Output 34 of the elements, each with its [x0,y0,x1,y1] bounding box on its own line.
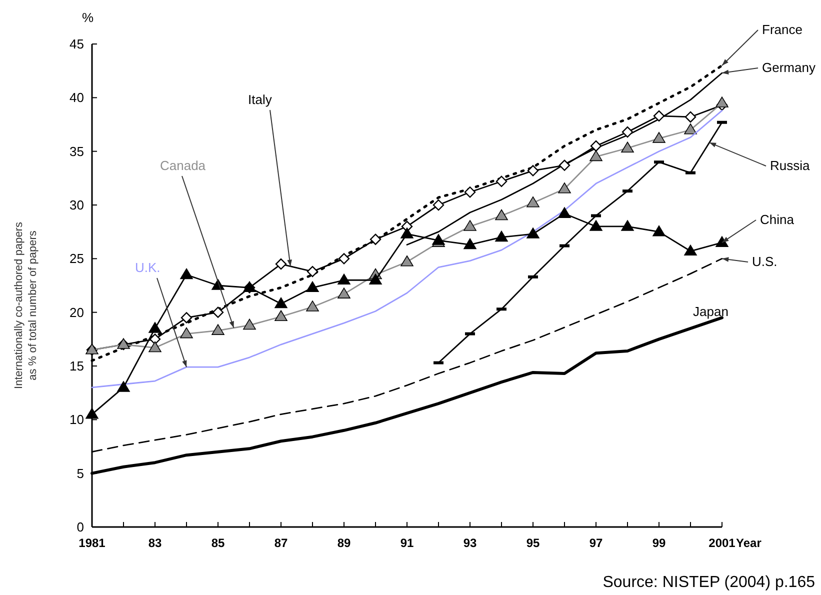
text: Russia [770,158,811,173]
x-tick-label: 97 [589,536,603,550]
x-tick-label: 85 [211,536,225,550]
source-note: Source: NISTEP (2004) p.165 [602,574,816,591]
y-tick-label: 40 [70,90,84,106]
y-axis-title: Internationally co-authored papers as % of total number of papers [13,222,39,389]
series-label: Japan [693,304,728,319]
x-tick-label: 99 [652,536,666,550]
text: U.S. [752,254,778,269]
x-tick-label: 95 [526,536,540,550]
x-tick-label: 2001 [708,536,736,550]
y-tick-label: 25 [70,251,84,266]
y-tick-label: 30 [70,198,84,213]
text: U.K. [135,260,160,275]
text: China [760,212,795,227]
x-tick-label: 83 [148,536,162,550]
text: Germany [762,60,816,75]
y-tick-label: 35 [70,144,84,159]
text: % [82,10,94,25]
x-tick-label: 89 [337,536,351,550]
y-tick-label: 10 [70,412,84,428]
x-tick-label: 93 [463,536,477,550]
x-axis-title: Year [736,536,762,550]
y-tick-label: 15 [70,358,84,374]
x-tick-label: 1981 [78,536,106,550]
text: Italy [248,92,272,107]
y-tick-label: 20 [70,304,84,320]
y-tick-label: 45 [70,36,84,52]
text: France [762,22,802,37]
y-tick-label: 0 [76,520,84,535]
x-tick-label: 91 [400,536,414,550]
x-tick-label: 87 [274,536,288,550]
text: Canada [160,158,206,173]
y-tick-label: 5 [76,466,84,481]
